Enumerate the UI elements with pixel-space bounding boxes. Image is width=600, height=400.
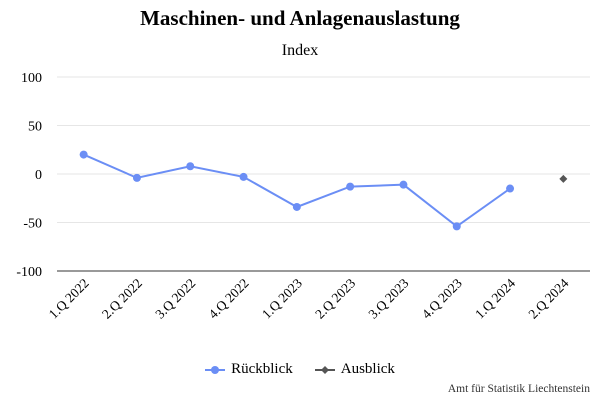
x-tick-label: 4.Q 2022 <box>206 276 252 322</box>
x-tick-label: 1.Q 2022 <box>46 276 92 322</box>
y-tick-label: 50 <box>28 120 42 135</box>
data-point-diamond <box>559 174 568 183</box>
chart-subtitle: Index <box>281 42 319 59</box>
x-tick-label: 2.Q 2023 <box>312 275 358 321</box>
y-tick-label: 100 <box>21 71 42 86</box>
legend-item-rueckblick[interactable]: Rückblick <box>205 361 293 378</box>
legend-label-ausblick: Ausblick <box>340 361 395 377</box>
legend-line-diamond-icon <box>314 365 335 374</box>
data-point-circle <box>186 162 195 171</box>
data-point-circle <box>506 184 515 193</box>
chart-credit[interactable]: Amt für Statistik Liechtenstein <box>447 383 590 395</box>
data-point-circle <box>239 172 248 181</box>
data-point-circle <box>399 180 408 189</box>
x-tick-label: 3.Q 2023 <box>365 275 411 321</box>
data-point-circle <box>346 182 355 191</box>
legend-line-circle-icon <box>205 365 226 374</box>
x-tick-label: 1.Q 2023 <box>259 275 305 321</box>
data-point-circle <box>452 222 461 231</box>
x-tick-label: 2.Q 2022 <box>99 276 145 322</box>
legend-item-ausblick[interactable]: Ausblick <box>314 361 395 378</box>
x-tick-label: 4.Q 2023 <box>419 275 465 321</box>
chart-legend: Rückblick Ausblick <box>0 361 600 378</box>
series-line-0 <box>83 153 511 228</box>
data-point-circle <box>79 150 88 159</box>
chart-title: Maschinen- und Anlagenauslastung <box>140 6 460 30</box>
x-tick-label: 1.Q 2024 <box>472 275 518 321</box>
y-tick-label: 0 <box>35 168 42 183</box>
y-tick-label: -100 <box>16 265 42 280</box>
x-tick-label: 3.Q 2022 <box>152 276 198 322</box>
y-tick-label: -50 <box>23 217 42 232</box>
data-point-circle <box>132 173 141 182</box>
x-tick-label: 2.Q 2024 <box>525 275 571 321</box>
data-point-circle <box>292 202 301 211</box>
legend-label-rueckblick: Rückblick <box>231 361 293 377</box>
